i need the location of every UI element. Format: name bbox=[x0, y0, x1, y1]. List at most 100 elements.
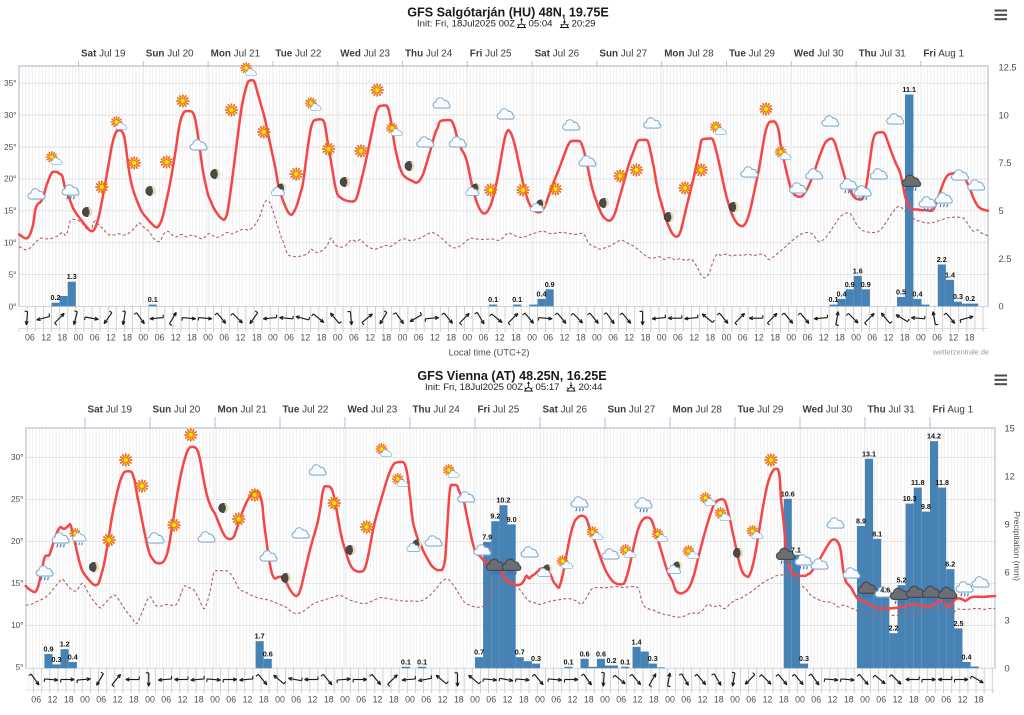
svg-text:2.2: 2.2 bbox=[937, 255, 947, 264]
svg-text:05:17: 05:17 bbox=[536, 382, 560, 393]
svg-text:18: 18 bbox=[584, 695, 594, 705]
svg-text:00: 00 bbox=[860, 695, 870, 705]
svg-text:18: 18 bbox=[835, 333, 845, 343]
svg-text:06: 06 bbox=[291, 695, 301, 705]
svg-text:20:44: 20:44 bbox=[579, 382, 604, 393]
svg-text:Fri Aug 1: Fri Aug 1 bbox=[923, 49, 964, 60]
svg-text:0.7: 0.7 bbox=[515, 648, 525, 657]
svg-text:06: 06 bbox=[96, 695, 106, 705]
svg-text:Wed Jul 23: Wed Jul 23 bbox=[340, 49, 390, 60]
svg-text:12: 12 bbox=[41, 333, 51, 343]
svg-text:15°: 15° bbox=[4, 206, 17, 216]
svg-text:9.0: 9.0 bbox=[507, 515, 517, 524]
svg-text:Thu Jul 24: Thu Jul 24 bbox=[405, 49, 453, 60]
svg-text:12: 12 bbox=[958, 695, 968, 705]
svg-text:Sun Jul 20: Sun Jul 20 bbox=[153, 405, 201, 416]
svg-text:06: 06 bbox=[414, 333, 424, 343]
svg-text:18: 18 bbox=[64, 695, 74, 705]
svg-text:06: 06 bbox=[284, 333, 294, 343]
svg-text:12: 12 bbox=[243, 695, 253, 705]
svg-text:00: 00 bbox=[74, 333, 84, 343]
svg-text:00: 00 bbox=[145, 695, 155, 705]
svg-text:0.3: 0.3 bbox=[52, 655, 62, 664]
svg-text:5.2: 5.2 bbox=[897, 576, 907, 585]
svg-text:11.8: 11.8 bbox=[935, 478, 949, 487]
svg-text:6: 6 bbox=[1005, 567, 1010, 577]
svg-text:1.6: 1.6 bbox=[853, 266, 863, 275]
svg-text:18: 18 bbox=[965, 333, 975, 343]
svg-text:12: 12 bbox=[828, 695, 838, 705]
svg-text:18: 18 bbox=[900, 333, 910, 343]
svg-text:18: 18 bbox=[770, 333, 780, 343]
svg-text:Wed Jul 30: Wed Jul 30 bbox=[803, 405, 853, 416]
svg-text:06: 06 bbox=[673, 333, 683, 343]
svg-text:1.2: 1.2 bbox=[60, 640, 70, 649]
svg-text:12: 12 bbox=[236, 333, 246, 343]
svg-text:Thu Jul 24: Thu Jul 24 bbox=[413, 405, 461, 416]
svg-text:18: 18 bbox=[446, 333, 456, 343]
svg-text:Tue Jul 22: Tue Jul 22 bbox=[275, 49, 321, 60]
svg-text:0.6: 0.6 bbox=[580, 649, 590, 658]
svg-text:18: 18 bbox=[389, 695, 399, 705]
svg-text:00: 00 bbox=[398, 333, 408, 343]
svg-text:06: 06 bbox=[876, 695, 886, 705]
svg-text:18: 18 bbox=[194, 695, 204, 705]
svg-text:12: 12 bbox=[365, 333, 375, 343]
svg-text:06: 06 bbox=[356, 695, 366, 705]
svg-text:00: 00 bbox=[600, 695, 610, 705]
svg-text:18: 18 bbox=[381, 333, 391, 343]
svg-text:00: 00 bbox=[925, 695, 935, 705]
svg-text:00: 00 bbox=[203, 333, 213, 343]
svg-text:13.1: 13.1 bbox=[862, 449, 876, 458]
svg-text:9: 9 bbox=[1005, 519, 1010, 529]
svg-text:0.9: 0.9 bbox=[545, 280, 555, 289]
svg-text:0.2: 0.2 bbox=[51, 293, 61, 302]
svg-text:18: 18 bbox=[324, 695, 334, 705]
svg-text:Wed Jul 30: Wed Jul 30 bbox=[794, 49, 844, 60]
svg-text:12: 12 bbox=[178, 695, 188, 705]
svg-text:06: 06 bbox=[90, 333, 100, 343]
svg-text:12: 12 bbox=[948, 333, 958, 343]
svg-text:GFS Salgótarján (HU) 48N, 19.7: GFS Salgótarján (HU) 48N, 19.75E bbox=[407, 6, 609, 20]
svg-text:00: 00 bbox=[275, 695, 285, 705]
svg-text:12: 12 bbox=[495, 333, 505, 343]
svg-text:9.8: 9.8 bbox=[921, 502, 931, 511]
svg-text:15°: 15° bbox=[11, 578, 24, 588]
svg-text:35°: 35° bbox=[4, 78, 17, 88]
svg-text:Fri Aug 1: Fri Aug 1 bbox=[933, 405, 974, 416]
svg-text:Fri Jul 25: Fri Jul 25 bbox=[478, 405, 520, 416]
svg-text:00: 00 bbox=[405, 695, 415, 705]
svg-text:12: 12 bbox=[438, 695, 448, 705]
svg-text:12: 12 bbox=[373, 695, 383, 705]
svg-text:06: 06 bbox=[738, 333, 748, 343]
svg-text:Mon Jul 28: Mon Jul 28 bbox=[673, 405, 723, 416]
svg-text:0.3: 0.3 bbox=[799, 654, 809, 663]
svg-text:18: 18 bbox=[576, 333, 586, 343]
svg-text:06: 06 bbox=[31, 695, 41, 705]
svg-text:06: 06 bbox=[543, 333, 553, 343]
svg-text:00: 00 bbox=[340, 695, 350, 705]
svg-text:0.1: 0.1 bbox=[620, 657, 630, 666]
svg-text:Sun Jul 27: Sun Jul 27 bbox=[608, 405, 656, 416]
svg-text:00: 00 bbox=[592, 333, 602, 343]
svg-text:00: 00 bbox=[657, 333, 667, 343]
svg-text:11.8: 11.8 bbox=[911, 478, 925, 487]
svg-text:Sun Jul 20: Sun Jul 20 bbox=[146, 49, 194, 60]
svg-text:2.2: 2.2 bbox=[889, 624, 899, 633]
svg-text:7.1: 7.1 bbox=[791, 545, 801, 554]
svg-text:06: 06 bbox=[226, 695, 236, 705]
svg-text:06: 06 bbox=[219, 333, 229, 343]
svg-text:12: 12 bbox=[560, 333, 570, 343]
svg-text:00: 00 bbox=[851, 333, 861, 343]
svg-text:0.2: 0.2 bbox=[965, 294, 975, 303]
svg-text:06: 06 bbox=[486, 695, 496, 705]
svg-text:00: 00 bbox=[80, 695, 90, 705]
svg-text:25°: 25° bbox=[4, 142, 17, 152]
svg-text:5°: 5° bbox=[16, 662, 24, 672]
svg-text:18: 18 bbox=[252, 333, 262, 343]
svg-text:00: 00 bbox=[527, 333, 537, 343]
svg-text:12: 12 bbox=[1005, 471, 1015, 481]
svg-text:06: 06 bbox=[155, 333, 165, 343]
svg-text:18: 18 bbox=[974, 695, 984, 705]
svg-text:8.9: 8.9 bbox=[856, 517, 866, 526]
